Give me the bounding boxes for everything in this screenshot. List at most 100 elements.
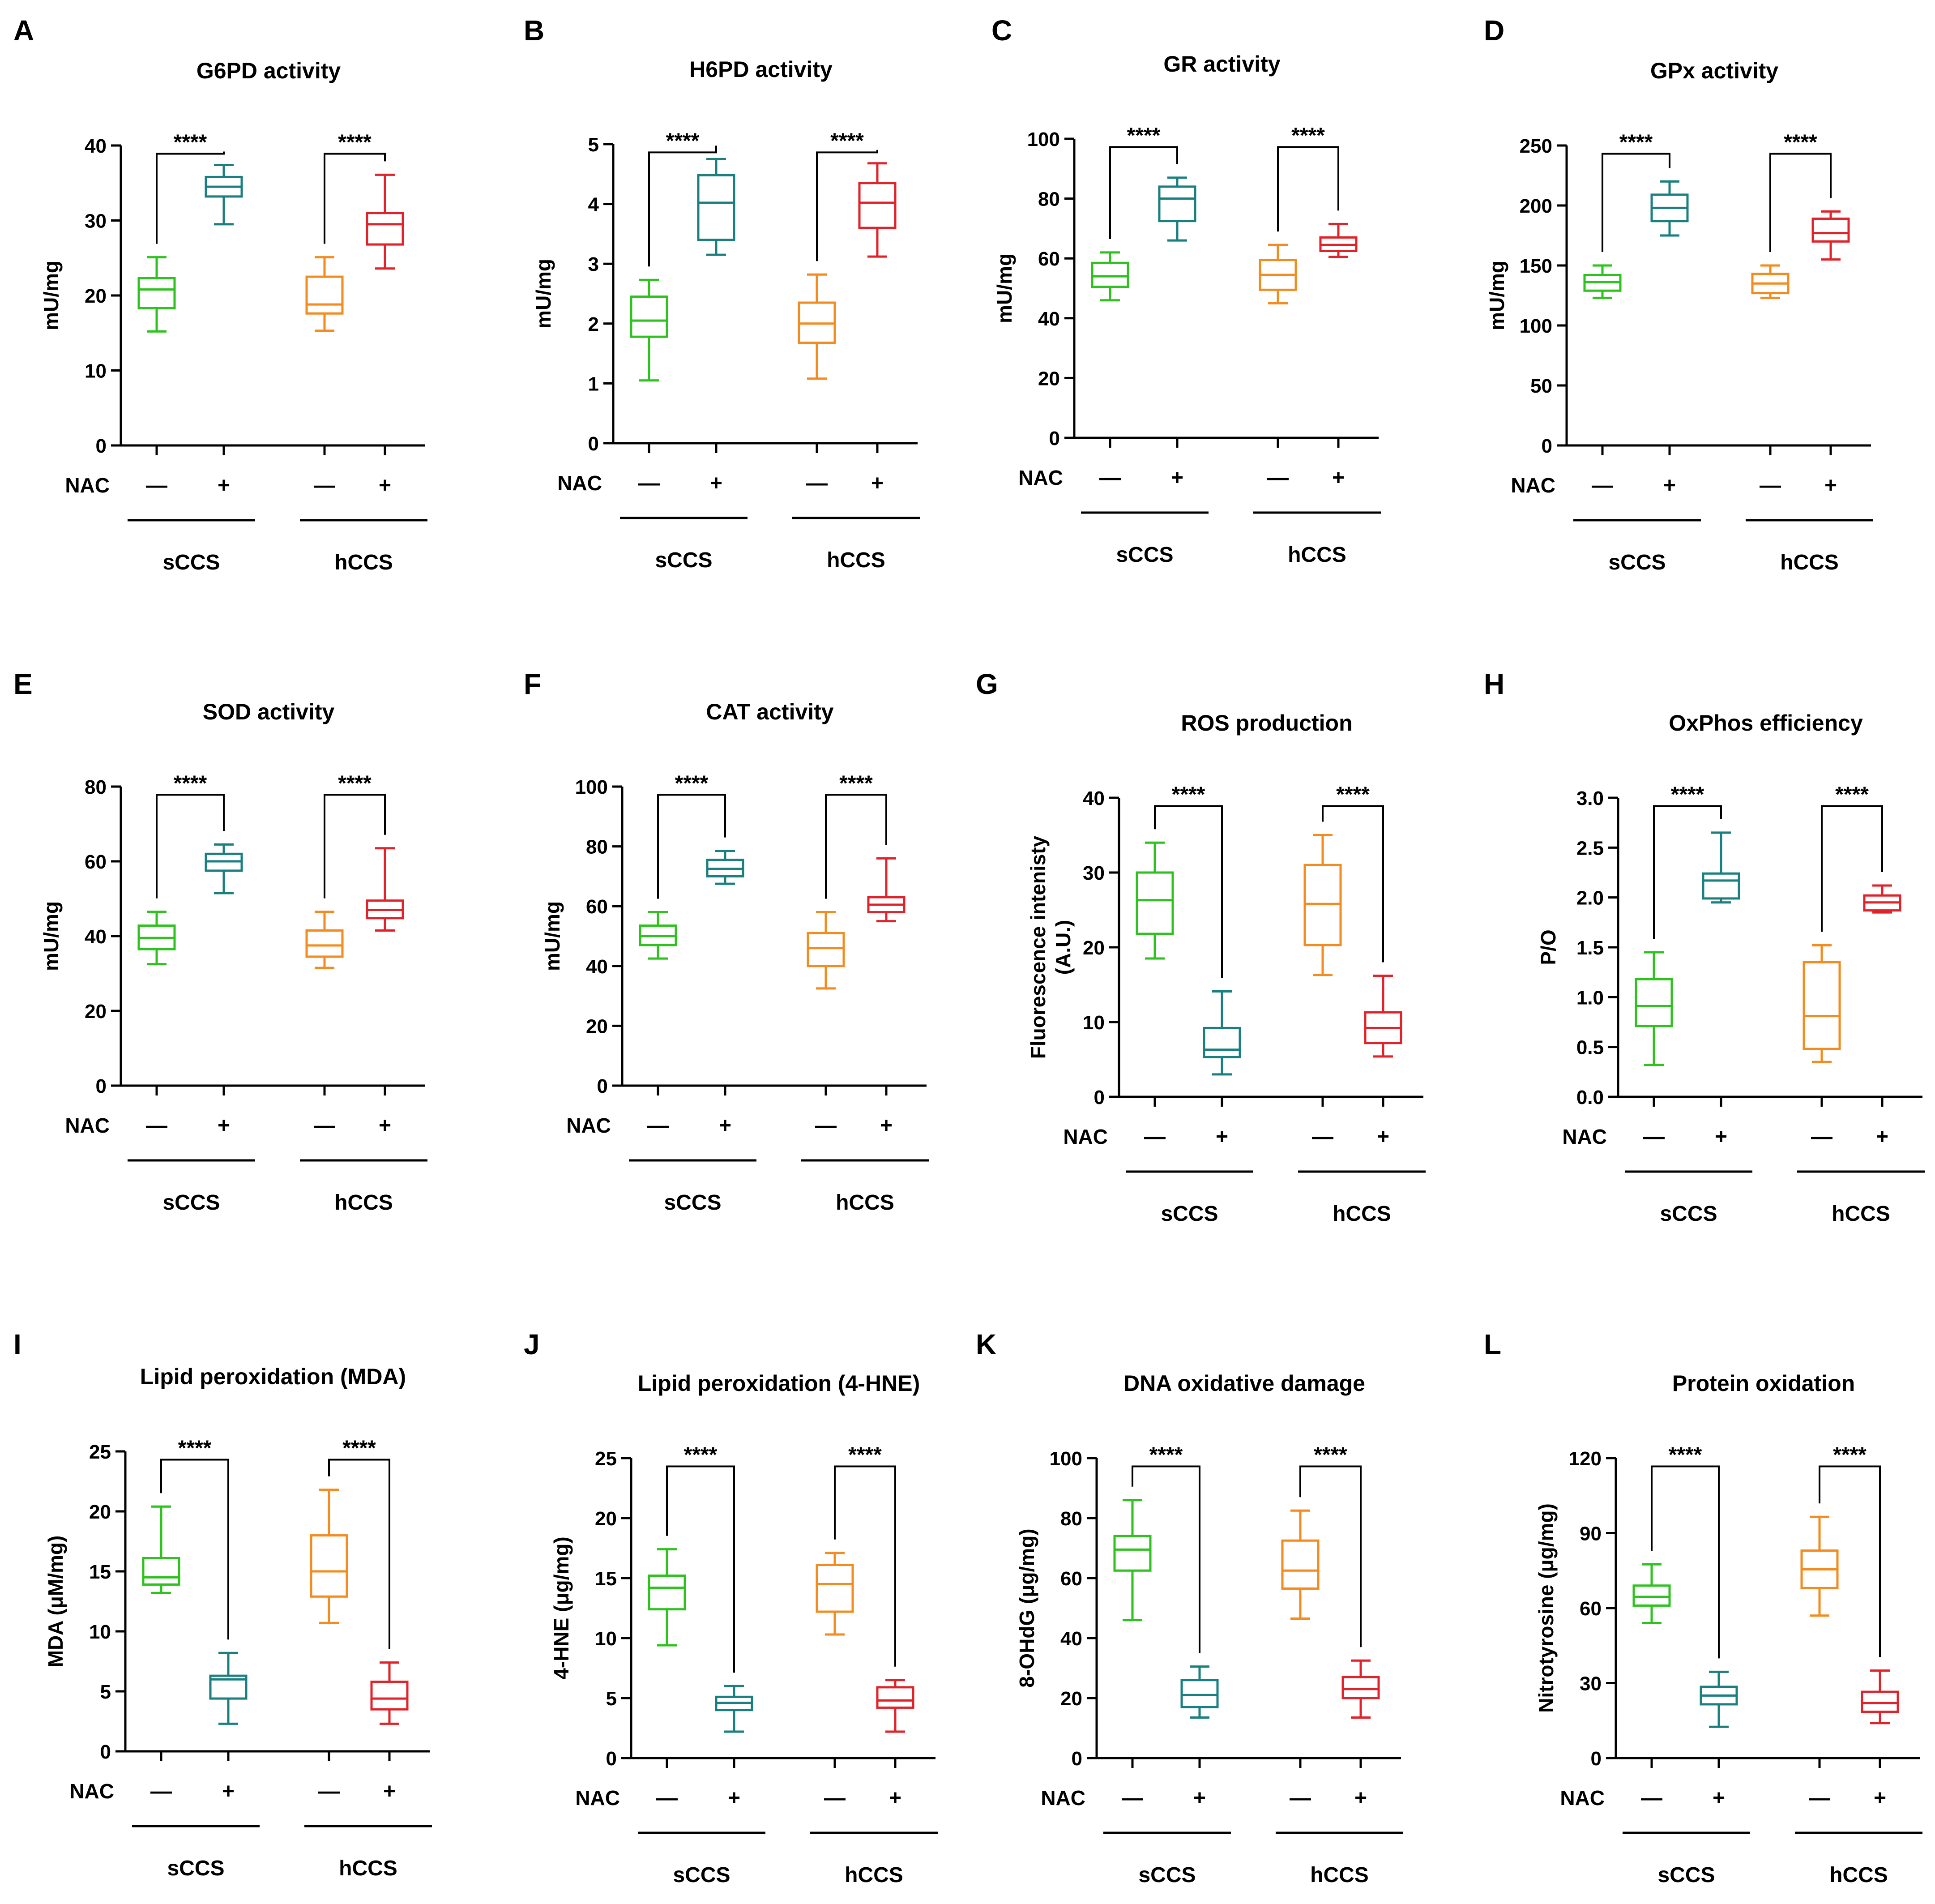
y-tick-label-D: 200	[1520, 195, 1552, 217]
significance-bracket-H	[1653, 805, 1722, 939]
nac-label-H: NAC	[1562, 1125, 1607, 1148]
group-label-hCCS: hCCS	[836, 1191, 894, 1215]
y-tick-label-I: 0	[100, 1741, 111, 1763]
iqr-box	[305, 275, 344, 315]
box-E-sCCS-plus	[205, 843, 243, 894]
box-E-sCCS-minus	[137, 911, 176, 966]
box-H-sCCS-minus	[1635, 951, 1673, 1066]
y-tick-label-F: 0	[597, 1075, 608, 1097]
panel-I: I Lipid peroxidation (MDA) MDA (μM/mg) 0 5 10…	[13, 1328, 432, 1880]
significance-bracket-B	[648, 145, 717, 267]
group-label-sCCS: sCCS	[673, 1863, 730, 1887]
y-tick-label-H: 2.0	[1576, 887, 1604, 909]
nac-label-B: NAC	[557, 471, 602, 495]
nac-sign-plus: +	[889, 1786, 901, 1810]
iqr-box	[310, 1534, 348, 1598]
box-H-hCCS-plus	[1863, 884, 1901, 914]
panel-F: F CAT activity mU/mg 0 20 40 60 80 100 **** **** NA…	[524, 668, 929, 1215]
y-tick-label-B: 4	[588, 194, 599, 216]
panel-letter-J: J	[524, 1328, 540, 1361]
significance-bracket-B	[816, 150, 878, 261]
group-label-hCCS: hCCS	[1288, 543, 1346, 567]
group-label-hCCS: hCCS	[339, 1857, 397, 1880]
y-tick-label-G: 40	[1083, 787, 1105, 809]
nac-label-L: NAC	[1560, 1786, 1605, 1810]
y-tick-label-K: 60	[1060, 1568, 1082, 1590]
iqr-box	[1803, 961, 1841, 1050]
nac-sign-plus: +	[379, 1114, 391, 1138]
iqr-box	[1341, 1676, 1380, 1699]
significance-bracket-A	[324, 153, 386, 244]
nac-label-D: NAC	[1511, 474, 1555, 497]
y-tick-label-D: 250	[1520, 135, 1552, 157]
iqr-box	[1861, 1690, 1899, 1713]
significance-label-G: ****	[1336, 783, 1370, 806]
box-H-sCCS-plus	[1702, 831, 1740, 904]
y-tick-label-L: 120	[1569, 1448, 1602, 1470]
iqr-box	[630, 295, 668, 338]
significance-bracket-J	[666, 1465, 735, 1673]
significance-label-L: ****	[1833, 1443, 1867, 1467]
y-tick-label-B: 1	[588, 373, 599, 395]
panel-letter-B: B	[524, 14, 544, 47]
y-tick-label-C: 0	[1049, 428, 1060, 449]
y-axis-label-E: mU/mg	[39, 901, 63, 971]
group-label-sCCS: sCCS	[1161, 1202, 1218, 1226]
nac-sign-plus: +	[1874, 1786, 1886, 1810]
box-D-hCCS-plus	[1811, 210, 1850, 261]
panel-C: C GR activity mU/mg 0 20 40 60 80 100 **** **** NAC…	[991, 14, 1381, 567]
significance-bracket-G	[1322, 805, 1384, 963]
nac-sign-plus: +	[1824, 474, 1837, 497]
significance-bracket-C	[1109, 146, 1178, 239]
y-tick-label-H: 2.5	[1576, 837, 1604, 859]
box-I-sCCS-plus	[209, 1652, 248, 1725]
nac-sign-minus: —	[1641, 1786, 1662, 1810]
y-axis-label-K: 8-OHdG (μg/mg)	[1015, 1528, 1038, 1687]
significance-label-A: ****	[174, 131, 207, 154]
box-I-hCCS-plus	[370, 1661, 409, 1725]
significance-label-H: ****	[1671, 783, 1704, 806]
nac-sign-minus: —	[1099, 466, 1121, 490]
nac-sign-plus: +	[880, 1114, 893, 1138]
y-tick-label-H: 3.0	[1576, 787, 1604, 809]
y-tick-label-K: 80	[1060, 1508, 1082, 1530]
y-tick-label-L: 30	[1580, 1673, 1602, 1695]
box-D-sCCS-minus	[1583, 264, 1622, 299]
nac-sign-plus: +	[710, 471, 722, 495]
significance-label-F: ****	[839, 771, 873, 795]
panel-letter-L: L	[1484, 1328, 1501, 1361]
significance-label-E: ****	[338, 771, 372, 795]
nac-sign-plus: +	[719, 1114, 731, 1138]
iqr-box	[648, 1575, 686, 1611]
box-B-sCCS-plus	[697, 158, 735, 256]
y-tick-label-D: 150	[1520, 255, 1552, 277]
significance-bracket-L	[1651, 1465, 1720, 1659]
nac-sign-plus: +	[1377, 1125, 1389, 1149]
y-tick-label-I: 10	[89, 1621, 111, 1643]
group-label-sCCS: sCCS	[1608, 551, 1666, 574]
panel-D: D GPx activity mU/mg 0 50 100 150 200 250 **** ***…	[1484, 14, 1873, 574]
y-tick-label-F: 80	[586, 836, 608, 858]
box-B-hCCS-minus	[798, 273, 836, 380]
box-A-sCCS-minus	[137, 256, 176, 333]
box-J-hCCS-plus	[876, 1679, 914, 1733]
iqr-box	[1203, 1027, 1241, 1058]
nac-sign-plus: +	[1713, 1786, 1725, 1810]
nac-sign-minus: —	[1144, 1125, 1166, 1149]
y-tick-label-I: 20	[89, 1501, 111, 1523]
nac-sign-minus: —	[314, 1114, 335, 1138]
group-label-sCCS: sCCS	[1657, 1863, 1715, 1887]
y-tick-label-G: 10	[1083, 1012, 1105, 1034]
significance-label-L: ****	[1669, 1443, 1702, 1467]
nac-sign-plus: +	[1216, 1125, 1228, 1149]
significance-label-H: ****	[1835, 783, 1869, 806]
box-F-sCCS-minus	[639, 911, 677, 960]
y-tick-label-A: 10	[85, 360, 107, 382]
y-tick-label-D: 100	[1520, 315, 1552, 337]
iqr-box	[816, 1564, 854, 1613]
nac-sign-plus: +	[218, 474, 230, 497]
box-B-sCCS-minus	[630, 278, 668, 382]
y-tick-label-L: 0	[1591, 1748, 1602, 1770]
panel-title-C: GR activity	[1163, 51, 1280, 77]
y-tick-label-J: 15	[595, 1568, 617, 1590]
